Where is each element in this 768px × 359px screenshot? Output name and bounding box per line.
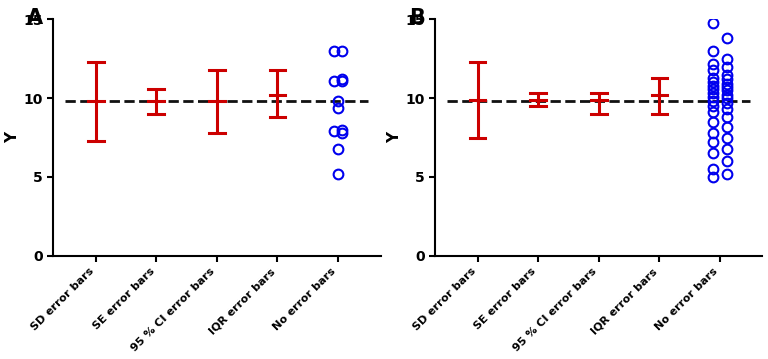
Text: B: B <box>409 8 425 28</box>
Y-axis label: Y: Y <box>388 132 402 143</box>
Y-axis label: Y: Y <box>5 132 21 143</box>
Text: A: A <box>27 8 43 28</box>
